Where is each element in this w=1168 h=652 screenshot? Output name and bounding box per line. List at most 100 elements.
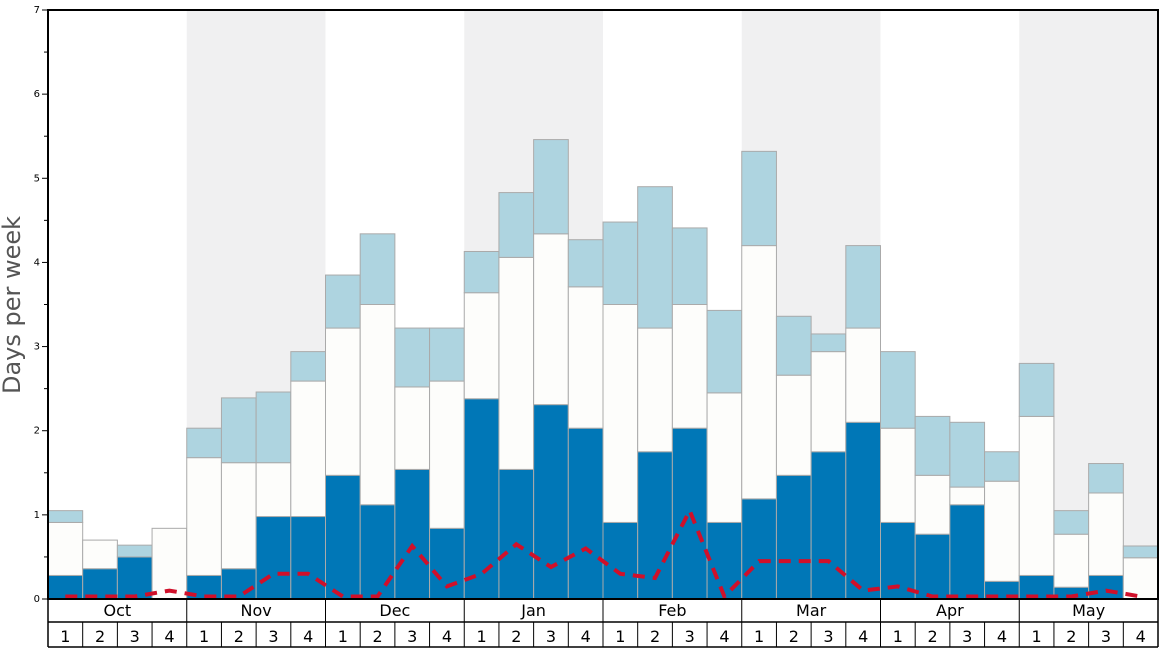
bar-segment-top [47,510,84,523]
bar-segment-middle [498,256,535,470]
bar-segment-middle [151,527,188,600]
week-label: 1 [338,627,348,646]
bar-segment-bottom [359,504,396,600]
bar-segment-middle [82,539,118,570]
week-label: 1 [754,627,764,646]
bar-segment-middle [567,286,604,429]
month-label: Mar [796,601,827,620]
week-label: 3 [1101,627,1111,646]
week-label: 1 [893,627,903,646]
bar-segment-middle [429,380,465,529]
bar-segment-top [116,544,153,558]
week-label: 1 [615,627,625,646]
bar-segment-top [671,227,708,305]
bar-segment-middle [706,392,743,523]
bar-segment-middle [255,462,292,518]
week-label: 1 [1032,627,1042,646]
bar-segment-top [706,309,743,394]
bar-segment-top [567,239,604,288]
bar-segment-bottom [949,504,986,600]
bar-segment-middle [325,327,361,476]
bar-segment-middle [845,327,881,423]
week-label: 3 [407,627,417,646]
bar-segment-top [984,451,1020,482]
bar-segment-middle [671,304,708,429]
week-label: 3 [268,627,278,646]
bar-segment-middle [1088,492,1124,576]
bar-segment-bottom [602,521,639,600]
bar-segment-middle [775,374,812,476]
bar-segment-bottom [220,568,257,600]
bar-segment-top [325,274,361,329]
bar-segment-bottom [325,474,361,600]
month-label: Feb [658,601,686,620]
bar-segment-middle [880,427,916,523]
bar-segment-top [498,192,535,258]
bar-segment-bottom [82,568,118,600]
week-label: 3 [962,627,972,646]
bar-segment-top [1018,362,1055,417]
bar-segment-top [845,245,881,329]
bar-segment-bottom [255,516,292,600]
week-label: 3 [685,627,695,646]
y-tick-label: 4 [34,257,40,268]
bar-segment-middle [1122,557,1159,600]
bar-segment-top [1053,510,1090,535]
bar-segment-middle [463,292,500,400]
week-label: 2 [650,627,660,646]
bar-segment-middle [602,304,639,523]
y-tick-label: 1 [34,510,40,521]
bar-segment-top [602,221,639,305]
bar-segment-top [290,351,326,382]
bar-segment-bottom [533,404,569,600]
bar-segment-middle [1018,415,1055,576]
bar-segment-top [949,421,986,488]
week-label: 3 [546,627,556,646]
bar-segment-top [359,233,396,306]
week-label: 4 [1136,627,1146,646]
y-tick-label: 2 [34,426,40,437]
week-label: 2 [511,627,521,646]
bar-segment-bottom [914,533,951,600]
bar-segment-top [463,250,500,294]
bar-segment-top [394,327,431,388]
bar-segment-bottom [845,421,881,600]
week-label: 4 [719,627,729,646]
bar-segment-bottom [706,521,743,600]
bar-segment-middle [290,380,326,518]
week-label: 4 [997,627,1007,646]
bar-segment-top [186,427,222,459]
week-label: 2 [789,627,799,646]
bar-segment-bottom [394,468,431,600]
week-label: 1 [199,627,209,646]
week-label: 2 [1066,627,1076,646]
week-label: 4 [442,627,452,646]
bar-segment-bottom [567,427,604,600]
bar-segment-top [533,139,569,235]
bar-segment-middle [741,245,777,500]
bar-segment-top [1122,545,1159,559]
bar-segment-top [775,315,812,376]
week-label: 2 [927,627,937,646]
month-label: Apr [936,601,964,620]
bar-segment-top [880,351,916,429]
week-label: 2 [234,627,244,646]
bar-segment-middle [810,351,847,453]
month-label: Dec [379,601,410,620]
bar-segment-top [914,415,951,476]
bar-segment-middle [914,474,951,535]
week-label: 4 [581,627,591,646]
bar-segment-middle [637,327,673,453]
bar-segment-bottom [116,556,153,600]
week-label: 4 [303,627,313,646]
bar-segment-top [810,333,847,353]
bar-segment-middle [47,521,84,576]
bar-segment-top [429,327,465,382]
y-axis-label: Days per week [0,216,26,394]
y-tick-label: 5 [34,173,40,184]
week-label: 3 [823,627,833,646]
bar-segment-bottom [775,474,812,600]
bar-segment-bottom [463,398,500,600]
y-tick-label: 7 [34,5,40,16]
